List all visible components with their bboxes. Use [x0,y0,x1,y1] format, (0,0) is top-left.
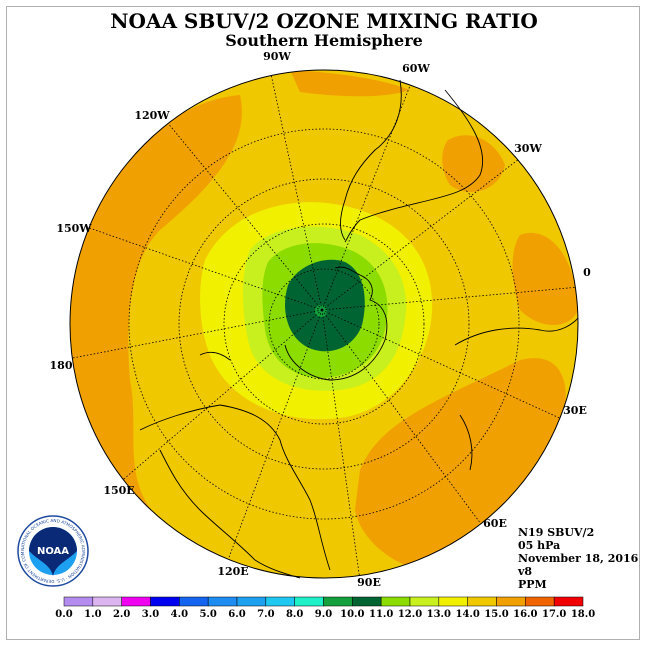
colorbar-swatch [525,596,555,607]
longitude-label: 120E [217,565,248,578]
colorbar-swatch [265,596,295,607]
colorbar-swatch [496,596,526,607]
units-label: PPM [518,578,547,591]
colorbar-tick-label: 1.0 [84,609,101,620]
colorbar-swatch [323,596,353,607]
colorbar-swatch [352,596,382,607]
date-label: November 18, 2016 [518,552,639,565]
meridian-line [103,309,323,497]
longitude-label: 0 [583,266,591,279]
colorbar-swatch [179,596,209,607]
colorbar-swatch [380,596,411,607]
graticule [70,70,578,578]
africa-south-coast [454,317,579,346]
colorbar-tick-label: 7.0 [257,609,274,620]
orange-region-ne [442,135,505,193]
longitude-label: 30E [563,404,587,417]
colorbar-swatch [553,596,584,607]
madagascar [459,414,473,471]
australia-coast [139,404,331,571]
colorbar-tick-label: 9.0 [315,609,332,620]
meridian-line [151,103,323,311]
longitude-label: 60E [483,517,507,530]
meridian-line [265,70,323,311]
colorbar-tick-label: 17.0 [542,609,566,620]
meridian-line [321,309,578,430]
new-zealand [199,351,231,361]
meridian-line [321,284,578,311]
colorbar-tick-label: 5.0 [199,609,216,620]
colorbar-swatch [63,596,94,607]
contour-10 [285,259,365,352]
longitude-label: 90E [357,576,381,589]
colorbar-swatch [438,596,468,607]
colorbar-swatch [409,596,440,607]
antarctica-coast [284,266,388,381]
lat-circle-40 [128,128,520,520]
colorbar-tick-label: 2.0 [113,609,130,620]
colorbar-tick-label: 13.0 [427,609,451,620]
orange-region-west [70,95,242,520]
map-boundary [69,69,579,579]
colorbar-tick-label: 16.0 [513,609,537,620]
colorbar: 0.0 1.0 2.0 3.0 4.0 5.0 6.0 7.0 8.0 9.0 10.0 11.0 12… [55,596,595,620]
australia-north [159,449,301,579]
colorbar-tick-label: 0.0 [55,609,72,620]
satellite-label: N19 SBUV/2 [518,526,595,539]
colorbar-tick-label: 8.0 [286,609,303,620]
info-block: N19 SBUV/2 05 hPa November 18, 2016 v8 P… [518,526,638,591]
colorbar-swatch [467,596,497,607]
meridian-line [70,309,323,364]
version-label: v8 [518,565,533,578]
longitude-label: 150E [103,484,134,497]
map-frame [6,6,640,640]
colorbar-tick-label: 10.0 [340,609,364,620]
lat-circle-70 [268,268,380,380]
colorbar-tick-label: 12.0 [398,609,422,620]
longitude-label: 150W [56,222,92,235]
lat-circle-50 [178,178,470,470]
page-title: NOAA SBUV/2 OZONE MIXING RATIO [110,9,538,33]
colorbar-tick-label: 14.0 [455,609,479,620]
logo-text: NOAA [37,546,69,557]
south-america-east-coast [344,89,484,243]
colorbar-swatch [150,596,180,607]
colorbar-swatch [294,596,324,607]
longitude-label: 180 [50,359,73,372]
longitude-label: 120W [134,109,170,122]
colorbar-tick-label: 3.0 [142,609,159,620]
orange-region-se [355,358,566,571]
colorbar-swatch [121,596,151,607]
longitude-label: 60W [402,62,430,75]
logo-bird [29,527,77,576]
longitude-labels: 90W 60W 30W 0 30E 60E 90E 120E 150E 180 150W 120W [50,50,592,589]
longitude-label: 90W [263,50,291,63]
longitude-label: 30W [514,142,542,155]
colorbar-tick-label: 11.0 [369,609,393,620]
colorbar-tick-label: 18.0 [571,609,595,620]
colorbar-tick-label: 15.0 [484,609,508,620]
colorbar-swatch [236,596,267,607]
orange-region-east [512,232,578,325]
page-subtitle: Southern Hemisphere [225,31,423,50]
lat-circle-60 [223,223,425,425]
colorbar-tick-label: 4.0 [171,609,188,620]
level-label: 05 hPa [518,539,561,552]
south-america-west-coast [340,79,402,241]
meridian-line [321,70,420,311]
colorbar-swatch [207,596,238,607]
colorbar-tick-label: 6.0 [228,609,245,620]
noaa-logo: NOAA NATIONAL OCEANIC AND ATMOSPHERIC AD… [16,514,89,587]
colorbar-swatch [92,596,122,607]
coastlines [139,79,579,579]
ozone-field [70,70,578,578]
orange-region-north [290,70,410,97]
